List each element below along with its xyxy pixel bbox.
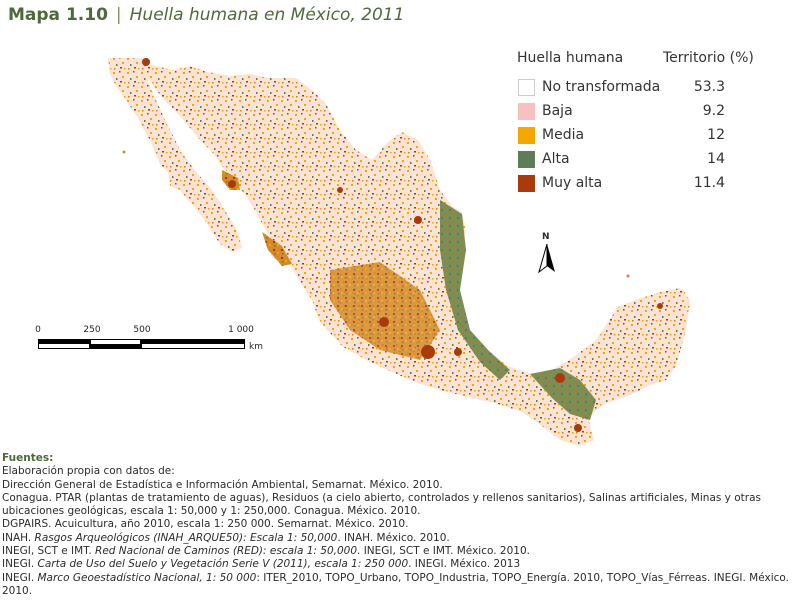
- yucatan-peninsula: [616, 290, 690, 374]
- north-arrow: N: [538, 232, 556, 274]
- urban-spot: [657, 303, 663, 309]
- legend-label: Muy alta: [542, 175, 603, 191]
- source-text: . INAH. México. 2010.: [337, 531, 450, 544]
- sources: Fuentes: Elaboración propia con datos de…: [2, 452, 806, 598]
- source-title: Carta de Uso del Suelo y Vegetación Seri…: [37, 558, 409, 571]
- source-text: INEGI.: [2, 571, 38, 584]
- source-line: INAH. Rasgos Arqueológicos (INAH_ARQUE50…: [2, 532, 806, 545]
- urban-spot: [379, 317, 389, 327]
- source-line: INEGI. Carta de Uso del Suelo y Vegetaci…: [2, 558, 806, 571]
- legend-value: 12: [707, 127, 725, 143]
- source-text: INEGI, SCT e IMT.: [2, 545, 96, 558]
- source-title: Red Nacional de Caminos (RED): escala 1:…: [95, 545, 358, 558]
- urban-spot: [454, 348, 462, 356]
- legend-swatch: [518, 175, 535, 192]
- urban-spot: [337, 187, 343, 193]
- legend-value: 14: [707, 151, 725, 167]
- legend-swatch: [518, 151, 535, 168]
- legend-item: Baja 9.2: [517, 102, 777, 124]
- legend-value: 9.2: [702, 103, 725, 119]
- source-text: : ITER_2010, TOPO_Urbano, TOPO_Industria…: [2, 571, 789, 597]
- urban-spot: [574, 424, 582, 432]
- legend-item: Media 12: [517, 126, 777, 148]
- map-number: Mapa 1.10: [8, 5, 108, 25]
- scale-segment: [38, 339, 90, 349]
- scale-unit: km: [249, 342, 263, 352]
- legend-item: Alta 14: [517, 150, 777, 172]
- central-plateau: [330, 262, 440, 360]
- scale-tick-label: 1 000: [228, 325, 254, 335]
- north-label: N: [542, 232, 550, 242]
- mainland-mexico: [148, 64, 690, 446]
- scale-segment: [141, 339, 245, 349]
- source-text: DGPAIRS. Acuicultura, año 2010, escala 1…: [2, 518, 409, 531]
- urban-spot: [142, 58, 150, 66]
- scale-tick-label: 0: [35, 325, 41, 335]
- baja-california-peninsula: [108, 58, 242, 252]
- source-text: Dirección General de Estadística e Infor…: [2, 478, 443, 491]
- scale-tick-label: 500: [133, 325, 151, 335]
- source-line: DGPAIRS. Acuicultura, año 2010, escala 1…: [2, 518, 806, 531]
- source-line: Elaboración propia con datos de:: [2, 465, 806, 478]
- legend-item: No transformada 53.3: [517, 78, 777, 100]
- urban-spot: [421, 345, 435, 359]
- legend-item: Muy alta 11.4: [517, 174, 777, 196]
- gulf-coast-green: [440, 200, 510, 380]
- map-title: Mapa 1.10 | Huella humana en México, 2011: [8, 4, 404, 26]
- source-line: INEGI. Marco Geoestadístico Nacional, 1:…: [2, 572, 806, 599]
- urban-spot: [228, 180, 236, 188]
- legend-value: 53.3: [693, 79, 725, 95]
- legend-label: Media: [542, 127, 585, 143]
- scale-bar: 0 250 500 1 000 km: [35, 325, 265, 355]
- source-title: Rasgos Arqueológicos (INAH_ARQUE50): Esc…: [34, 531, 338, 544]
- source-line: Conagua. PTAR (plantas de tratamiento de…: [2, 492, 806, 519]
- sources-heading: Fuentes:: [2, 452, 54, 464]
- source-line: Dirección General de Estadística e Infor…: [2, 479, 806, 492]
- legend-header-value: Territorio (%): [663, 50, 754, 66]
- north-arrow-icon: [538, 244, 555, 274]
- island: [122, 150, 126, 154]
- scale-segment: [90, 339, 141, 349]
- scale-tick-label: 250: [83, 325, 101, 335]
- sinaloa-agriculture: [262, 232, 292, 266]
- source-text: Elaboración propia con datos de:: [2, 465, 175, 478]
- legend-label: Alta: [542, 151, 570, 167]
- tabasco-chiapas-green: [530, 368, 596, 420]
- legend-swatch: [518, 79, 535, 96]
- mexico-human-footprint-map: [108, 58, 690, 446]
- legend-swatch: [518, 103, 535, 120]
- island: [626, 274, 630, 278]
- source-text: INAH.: [2, 531, 35, 544]
- legend-label: Baja: [542, 103, 573, 119]
- urban-spot: [555, 373, 565, 383]
- source-text: . INEGI. México. 2013: [408, 558, 521, 571]
- source-text: Conagua. PTAR (plantas de tratamiento de…: [2, 491, 761, 518]
- legend-header-category: Huella humana: [517, 50, 624, 66]
- urban-spot: [414, 216, 422, 224]
- map-name: Huella humana en México, 2011: [129, 5, 405, 25]
- source-line: INEGI, SCT e IMT. Red Nacional de Camino…: [2, 545, 806, 558]
- source-title: Marco Geoestadístico Nacional, 1: 50 000: [37, 571, 257, 584]
- legend-value: 11.4: [693, 175, 725, 191]
- source-text: . INEGI, SCT e IMT. México. 2010.: [357, 545, 530, 558]
- source-text: INEGI.: [2, 558, 38, 571]
- legend-label: No transformada: [542, 79, 661, 95]
- title-separator: |: [115, 5, 122, 25]
- legend-swatch: [518, 127, 535, 144]
